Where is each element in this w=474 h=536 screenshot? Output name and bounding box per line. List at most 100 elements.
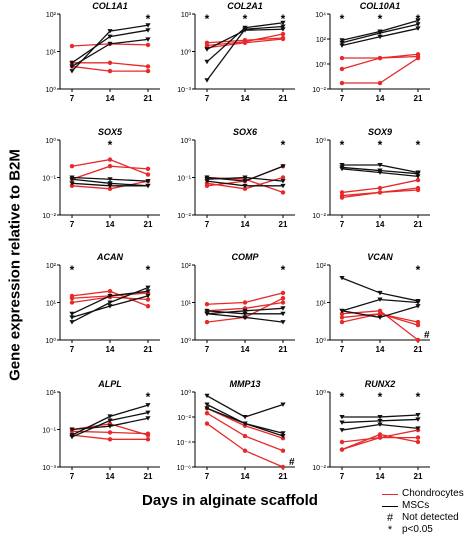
- data-point-msc: [107, 304, 113, 309]
- legend-item-mscs: MSCs: [382, 500, 464, 512]
- data-point-chondrocyte: [204, 40, 210, 45]
- data-point-msc: [377, 290, 383, 296]
- data-point-msc: [415, 426, 421, 431]
- panel-col1a1: COL1A1 10⁰ 10¹ 10² 7 14 21 *: [45, 1, 160, 103]
- data-point-msc: [242, 28, 248, 33]
- series-line-msc: [206, 25, 284, 81]
- panel-title-comp: COMP: [232, 252, 260, 262]
- y-tick-label-sox6: 10⁻¹: [177, 176, 191, 183]
- x-axis-label: Days in alginate scaffold: [142, 492, 318, 509]
- data-point-msc: [242, 311, 248, 317]
- data-point-chondrocyte: [280, 290, 286, 296]
- data-point-chondrocyte: [145, 431, 151, 436]
- y-tick-label-col10a1: 10⁰: [315, 61, 326, 69]
- x-tick-label-col1a1: 14: [106, 94, 115, 103]
- y-tick-label-sox5: 10⁻²: [42, 213, 56, 220]
- legend-item-not-detected: # Not detected: [382, 512, 464, 524]
- panel-col2a1: COL2A1 10⁻³ 10⁰ 10³ 7 14 21 * * *: [177, 1, 295, 103]
- y-tick-label-alpl: 10⁻³: [42, 465, 56, 472]
- y-tick-label-sox9: 10⁻²: [312, 213, 326, 220]
- legend-item-significance: * p<0.05: [382, 524, 464, 536]
- panel-title-runx2: RUNX2: [365, 379, 396, 389]
- data-point-chondrocyte: [339, 195, 345, 200]
- series-line-chondrocyte: [342, 57, 419, 84]
- x-tick-label-acan: 21: [144, 345, 153, 354]
- data-point-chondrocyte: [204, 319, 210, 325]
- data-point-chondrocyte: [107, 60, 113, 65]
- data-point-msc: [145, 28, 151, 33]
- data-point-chondrocyte: [415, 52, 421, 57]
- y-tick-label-alpl: 10¹: [46, 390, 57, 397]
- y-tick-label-alpl: 10⁻¹: [42, 428, 56, 435]
- y-axis-label: Gene expression relative to B2M: [6, 149, 24, 381]
- x-tick-label-comp: 21: [279, 345, 288, 354]
- data-point-chondrocyte: [69, 164, 75, 169]
- panel-title-acan: ACAN: [96, 252, 123, 262]
- data-point-msc: [69, 177, 75, 182]
- y-tick-label-acan: 10²: [46, 263, 57, 270]
- data-point-msc: [242, 315, 248, 320]
- data-point-chondrocyte: [280, 464, 286, 470]
- data-point-msc: [339, 420, 345, 425]
- x-tick-label-sox5: 14: [106, 220, 115, 229]
- x-tick-label-runx2: 14: [376, 472, 385, 481]
- panel-title-col10a1: COL10A1: [360, 1, 401, 11]
- y-tick-label-col1a1: 10¹: [46, 50, 57, 57]
- data-point-msc: [145, 289, 151, 294]
- y-tick-label-acan: 10⁰: [45, 337, 56, 345]
- panel-sox5: SOX5 10⁻² 10⁻¹ 10⁰ 7 14 21 *: [42, 127, 160, 229]
- data-point-msc: [242, 25, 248, 31]
- data-point-msc: [145, 293, 151, 299]
- panel-comp: COMP 10⁰ 10¹ 10² 7 14 21 *: [180, 252, 295, 354]
- data-point-msc: [415, 300, 421, 305]
- data-point-msc: [69, 427, 75, 432]
- y-tick-label-acan: 10¹: [46, 301, 57, 308]
- panel-mmp13: MMP13 10⁻⁶ 10⁻⁴ 10⁻² 10⁰ 7 14 21#: [177, 379, 295, 481]
- data-point-chondrocyte: [145, 303, 151, 309]
- data-point-msc: [242, 421, 248, 426]
- data-point-msc: [377, 297, 383, 302]
- data-point-chondrocyte: [377, 432, 383, 437]
- data-point-msc: [204, 179, 210, 184]
- x-tick-label-sox6: 14: [241, 220, 250, 229]
- data-point-msc: [377, 34, 383, 40]
- x-tick-label-col2a1: 21: [279, 94, 288, 103]
- panel-title-col2a1: COL2A1: [227, 1, 263, 11]
- panel-title-mmp13: MMP13: [229, 379, 260, 389]
- data-point-chondrocyte: [280, 31, 286, 37]
- data-point-msc: [280, 179, 286, 184]
- data-point-msc: [377, 315, 383, 320]
- data-point-chondrocyte: [415, 319, 421, 325]
- y-tick-label-vcan: 10⁰: [315, 337, 326, 345]
- data-point-chondrocyte: [280, 175, 286, 180]
- x-tick-label-col1a1: 7: [70, 94, 75, 103]
- not-detected-mark-mmp13: #: [289, 457, 295, 468]
- data-point-chondrocyte: [339, 55, 345, 61]
- data-point-chondrocyte: [339, 190, 345, 195]
- legend-symbol-hash: #: [386, 512, 394, 524]
- data-point-chondrocyte: [145, 297, 151, 302]
- data-point-msc: [415, 171, 421, 177]
- legend-label-not-detected: Not detected: [402, 512, 459, 523]
- data-point-msc: [415, 18, 421, 23]
- data-point-chondrocyte: [107, 437, 113, 442]
- data-point-chondrocyte: [415, 439, 421, 445]
- significance-star-runx2: *: [340, 390, 345, 404]
- data-point-msc: [377, 418, 383, 424]
- data-point-chondrocyte: [280, 190, 286, 195]
- data-point-chondrocyte: [204, 411, 210, 416]
- data-point-msc: [280, 320, 286, 325]
- significance-star-col2a1: *: [243, 12, 248, 26]
- x-tick-label-mmp13: 21: [279, 472, 288, 481]
- data-point-chondrocyte: [377, 80, 383, 86]
- x-tick-label-sox9: 21: [414, 220, 423, 229]
- data-point-chondrocyte: [242, 186, 248, 191]
- data-point-msc: [107, 181, 113, 186]
- y-tick-label-col2a1: 10³: [181, 12, 192, 19]
- x-tick-label-col1a1: 21: [144, 94, 153, 103]
- legend-label-significance: p<0.05: [402, 524, 433, 535]
- legend: Chondrocytes MSCs # Not detected * p<0.0…: [382, 488, 464, 536]
- y-tick-label-mmp13: 10⁻⁶: [177, 465, 191, 472]
- data-point-chondrocyte: [415, 177, 421, 183]
